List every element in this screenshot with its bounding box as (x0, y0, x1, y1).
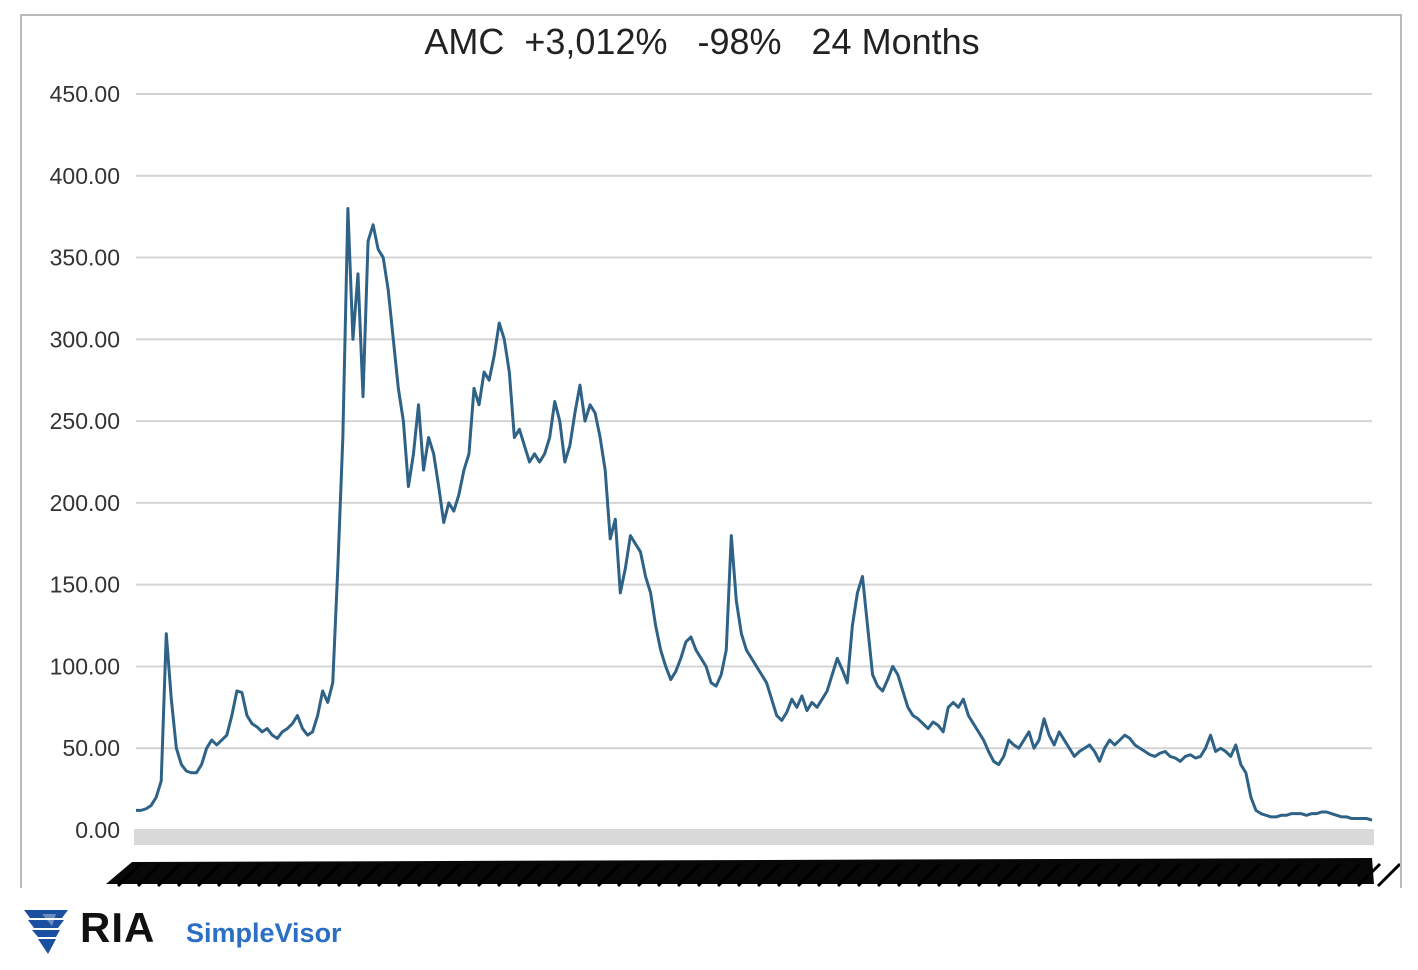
x-tick-label (1156, 862, 1182, 888)
y-tick-label: 200.00 (50, 490, 120, 516)
x-tick-label (696, 862, 722, 888)
x-tick-label (1076, 862, 1102, 888)
y-tick-labels: 0.00 50.00 100.00 150.00 200.00 250.00 300.00 3… (50, 81, 120, 843)
x-tick-label (536, 862, 562, 888)
x-tick-label (436, 862, 462, 888)
x-tick-label (1356, 862, 1382, 888)
x-tick-label (1256, 862, 1282, 888)
y-tick-label: 300.00 (50, 326, 120, 352)
grid-layer (136, 93, 1372, 750)
y-tick-label: 450.00 (50, 81, 120, 107)
chart-frame: 0.00 50.00 100.00 150.00 200.00 250.00 300.00 3… (20, 14, 1402, 888)
x-tick-label (996, 862, 1022, 888)
x-tick-label (1296, 862, 1322, 888)
x-tick-label (1176, 862, 1202, 888)
x-tick-label (1056, 862, 1082, 888)
brand-simplevisor-text: SimpleVisor (186, 918, 342, 948)
x-tick-label (976, 862, 1002, 888)
x-tick-label (1096, 862, 1122, 888)
x-tick-label-band (106, 858, 1374, 884)
x-tick-label (316, 862, 342, 888)
x-tick-label (676, 862, 702, 888)
x-tick-label (116, 862, 142, 888)
x-tick-label (736, 862, 762, 888)
x-tick-label (956, 862, 982, 888)
x-tick-label (1336, 862, 1362, 888)
x-tick-label (496, 862, 522, 888)
y-tick-label: 400.00 (50, 163, 120, 189)
x-tick-label (1376, 862, 1400, 888)
chart-svg: 0.00 50.00 100.00 150.00 200.00 250.00 300.00 3… (50, 21, 1400, 888)
x-tick-label (276, 862, 302, 888)
x-tick-label (776, 862, 802, 888)
x-tick-label (836, 862, 862, 888)
y-tick-label: 100.00 (50, 653, 120, 679)
x-tick-label (556, 862, 582, 888)
x-tick-label (136, 862, 162, 888)
x-tick-label (256, 862, 282, 888)
x-tick-label (176, 862, 202, 888)
series-line (136, 206, 1373, 822)
x-tick-label (336, 862, 362, 888)
x-tick-label (1196, 862, 1222, 888)
x-tick-label (156, 862, 182, 888)
chart-title: AMC +3,012% -98% 24 Months (424, 21, 979, 62)
x-tick-label (1276, 862, 1302, 888)
x-tick-label (1236, 862, 1262, 888)
x-tick-label (216, 862, 242, 888)
x-tick-label (716, 862, 742, 888)
y-tick-label: 350.00 (50, 245, 120, 271)
x-tick-label (796, 862, 822, 888)
x-tick-label (196, 862, 222, 888)
x-tick-label (1216, 862, 1242, 888)
x-tick-label (1016, 862, 1042, 888)
x-tick-label (1036, 862, 1062, 888)
eagle-icon (24, 910, 68, 954)
brand-logo: RIA SimpleVisor (22, 900, 402, 962)
x-tick-label (876, 862, 902, 888)
x-tick-label (1116, 862, 1142, 888)
x-tick-labels-illegible (106, 858, 1400, 888)
x-tick-label (756, 862, 782, 888)
y-tick-label: 50.00 (62, 735, 120, 761)
x-tick-label (236, 862, 262, 888)
x-tick-label (396, 862, 422, 888)
x-tick-label (456, 862, 482, 888)
x-tick-label (916, 862, 942, 888)
x-axis-band (134, 829, 1374, 845)
x-tick-label (576, 862, 602, 888)
y-tick-label: 0.00 (75, 817, 120, 843)
brand-ria-text: RIA (80, 904, 156, 951)
x-tick-label (596, 862, 622, 888)
y-tick-label: 150.00 (50, 572, 120, 598)
x-tick-label (416, 862, 442, 888)
x-tick-label (376, 862, 402, 888)
x-tick-label (616, 862, 642, 888)
x-tick-label (296, 862, 322, 888)
x-tick-label (896, 862, 922, 888)
x-tick-label (816, 862, 842, 888)
series-layer (136, 206, 1373, 822)
x-tick-label (356, 862, 382, 888)
x-tick-label (516, 862, 542, 888)
x-tick-label (1136, 862, 1162, 888)
x-tick-label (656, 862, 682, 888)
x-tick-label (936, 862, 962, 888)
x-tick-label (476, 862, 502, 888)
x-tick-label (1316, 862, 1342, 888)
y-tick-label: 250.00 (50, 408, 120, 434)
x-tick-label (856, 862, 882, 888)
x-tick-label (636, 862, 662, 888)
